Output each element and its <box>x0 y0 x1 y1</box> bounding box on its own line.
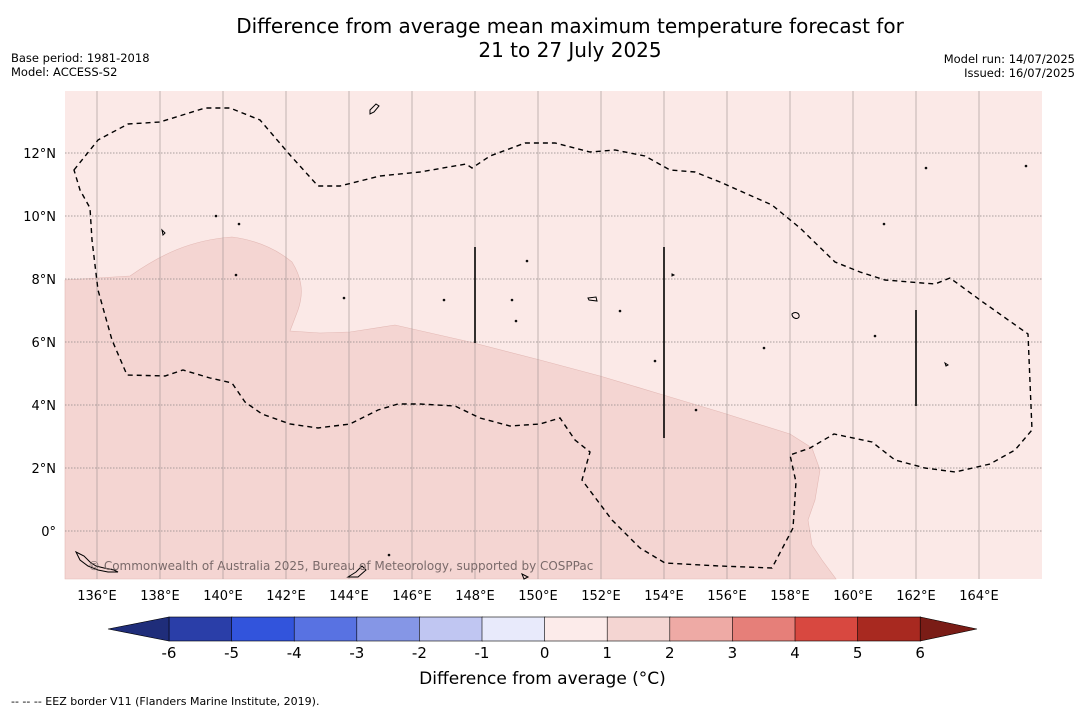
colorbar-under-arrow <box>107 616 170 642</box>
lon-label: 150°E <box>518 589 558 604</box>
lon-label: 164°E <box>959 589 999 604</box>
lon-label: 156°E <box>707 589 747 604</box>
colorbar-tick: 2 <box>665 644 675 662</box>
colorbar-segment <box>669 616 734 642</box>
colorbar-segment <box>857 616 921 642</box>
model-run: Model run: 14/07/2025 <box>943 52 1075 66</box>
lat-label: 10°N <box>23 210 56 225</box>
island-yap <box>161 228 166 237</box>
colorbar-tick: 4 <box>790 644 800 662</box>
colorbar: -6 -5 -4 -3 -2 -1 0 1 2 3 4 5 6 <box>107 616 978 662</box>
colorbar-segment <box>293 616 358 642</box>
lon-label: 162°E <box>896 589 936 604</box>
lon-label: 154°E <box>644 589 684 604</box>
lat-label: 6°N <box>32 336 57 351</box>
colorbar-segment <box>356 616 421 642</box>
issued-date: Issued: 16/07/2025 <box>964 66 1075 80</box>
lat-label: 8°N <box>32 273 57 288</box>
colorbar-label: Difference from average (°C) <box>419 669 666 689</box>
colorbar-segment <box>606 616 671 642</box>
colorbar-tick: 1 <box>602 644 612 662</box>
colorbar-tick: 0 <box>540 644 550 662</box>
meta-right: Model run: 14/07/2025 Issued: 16/07/2025 <box>944 52 1075 80</box>
colorbar-tick: -1 <box>475 644 490 662</box>
colorbar-tick: 6 <box>915 644 925 662</box>
chart-title: Difference from average mean maximum tem… <box>0 14 1085 62</box>
colorbar-segment <box>794 616 859 642</box>
colorbar-tick: -4 <box>287 644 302 662</box>
longitude-labels: 136°E 138°E 140°E 142°E 144°E 146°E 148°E 150°E… <box>77 589 999 604</box>
lon-label: 138°E <box>140 589 180 604</box>
base-period: Base period: 1981-2018 <box>11 51 150 65</box>
island-bougainville <box>346 565 367 578</box>
model-name: Model: ACCESS-S2 <box>11 65 118 79</box>
copyright-text: © Commonwealth of Australia 2025, Bureau… <box>88 559 593 573</box>
lat-label: 12°N <box>23 147 56 162</box>
islands <box>74 103 1028 580</box>
lat-label: 2°N <box>32 462 57 477</box>
meta-left: Base period: 1981-2018 Model: ACCESS-S2 <box>11 51 150 79</box>
lat-label: 0° <box>41 525 56 540</box>
island-bismarck <box>74 550 119 573</box>
lon-label: 136°E <box>77 589 117 604</box>
lon-label: 144°E <box>329 589 369 604</box>
lon-label: 148°E <box>455 589 495 604</box>
colorbar-tick: -2 <box>412 644 427 662</box>
lon-label: 152°E <box>581 589 621 604</box>
colorbar-segment <box>419 616 483 642</box>
colorbar-segment <box>732 616 796 642</box>
lon-label: 160°E <box>833 589 873 604</box>
colorbar-tick: -5 <box>224 644 239 662</box>
colorbar-segment <box>481 616 546 642</box>
colorbar-tick: -6 <box>162 644 177 662</box>
title-line-1: Difference from average mean maximum tem… <box>236 14 904 38</box>
colorbar-segment <box>231 616 296 642</box>
island-kosrae <box>944 361 949 367</box>
colorbar-tick: 3 <box>728 644 738 662</box>
lat-label: 4°N <box>32 399 57 414</box>
island-pohnpei <box>791 312 800 319</box>
title-line-2: 21 to 27 July 2025 <box>478 38 662 62</box>
lon-label: 146°E <box>392 589 432 604</box>
lon-label: 158°E <box>770 589 810 604</box>
island-small-1 <box>521 572 530 580</box>
eez-border <box>73 107 1033 569</box>
colorbar-segment <box>544 616 608 642</box>
colorbar-tick: 5 <box>853 644 863 662</box>
latitude-labels: 12°N 10°N 8°N 6°N 4°N 2°N 0° <box>23 147 56 540</box>
island-guam <box>369 103 380 115</box>
lon-label: 140°E <box>203 589 243 604</box>
colorbar-segment <box>168 616 233 642</box>
lon-label: 142°E <box>266 589 306 604</box>
island-chuuk <box>587 296 598 302</box>
island-nauru <box>671 273 676 277</box>
colorbar-tick: -3 <box>349 644 364 662</box>
footnote: -- -- -- EEZ border V11 (Flanders Marine… <box>11 695 320 708</box>
colorbar-over-arrow <box>919 616 978 642</box>
